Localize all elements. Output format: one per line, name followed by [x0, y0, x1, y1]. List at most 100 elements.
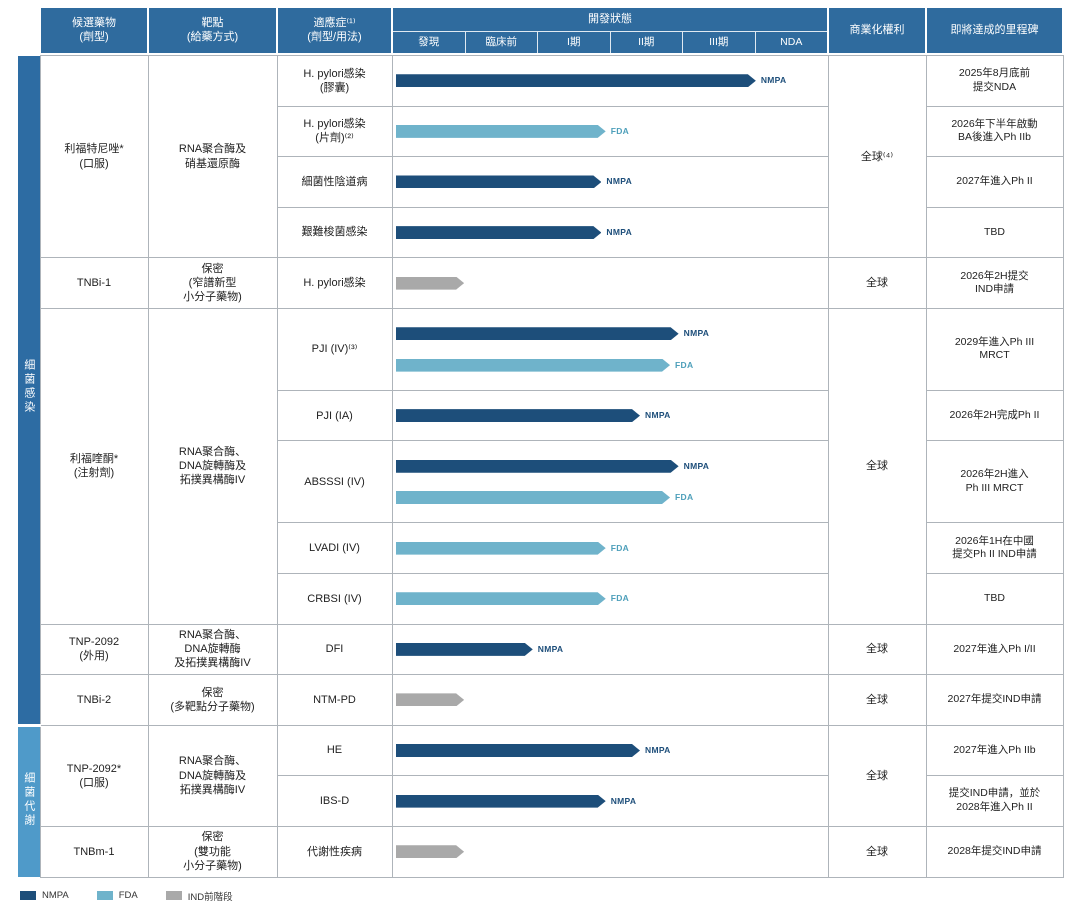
milestone-cell: 2026年2H提交 IND申請 — [925, 257, 1064, 309]
drug-cell: TNBi-2 — [39, 674, 149, 726]
table-row: 艱難梭菌感染 NMPA TBD — [18, 206, 1064, 259]
table-row: TNP-2092 (外用) RNA聚合酶、 DNA旋轉酶 及拓撲異構酶IV DF… — [18, 623, 1064, 676]
indication-cell: PJI (IA) — [276, 389, 393, 442]
legend-label-nmpa: NMPA — [42, 890, 69, 901]
legend-swatch-nmpa — [20, 891, 36, 900]
header-status-title: 開發狀態 — [393, 8, 827, 33]
target-cell: RNA聚合酶、 DNA旋轉酶及 拓撲異構酶IV — [147, 724, 278, 827]
pipeline-bar: FDA — [396, 592, 825, 605]
header-candidate-box: 候選藥物 (劑型) — [41, 8, 147, 53]
drug-cell: TNP-2092* (口服) — [39, 724, 149, 827]
table-row: LVADI (IV) FDA 2026年1H在中國 提交Ph II IND申請 — [18, 522, 1064, 574]
drug-cell: 利福喹酮* (注射劑) — [39, 307, 149, 625]
table-row: 細菌代謝 TNP-2092* (口服) RNA聚合酶、 DNA旋轉酶及 拓撲異構… — [18, 723, 1064, 877]
header-row: 候選藥物 (劑型) 靶點 (給藥方式) 適應症⁽¹⁾ (劑型/用法) 開發狀態 … — [18, 8, 1063, 56]
bar-shape — [396, 693, 465, 706]
rights-cell: 全球 — [827, 825, 927, 878]
agency-label: NMPA — [606, 176, 633, 187]
milestone-cell: 2028年提交IND申請 — [925, 825, 1064, 878]
bar-shape — [396, 643, 533, 656]
agency-label: NMPA — [645, 410, 671, 421]
target-cell: RNA聚合酶、 DNA旋轉酶 及拓撲異構酶IV — [147, 623, 278, 676]
pipeline-bar: NMPA — [396, 327, 825, 340]
pipeline-bar: NMPA — [396, 226, 825, 239]
milestone-cell: 2027年提交IND申請 — [925, 674, 1064, 726]
legend-swatch-pre-ind — [165, 891, 182, 900]
bar-shape — [396, 542, 606, 555]
status-cell: NMPA — [391, 724, 829, 777]
status-cell: FDA — [391, 572, 829, 625]
stage-label-preclinical: 臨床前 — [464, 32, 538, 53]
agency-label: NMPA — [760, 75, 787, 86]
agency-label: NMPA — [645, 744, 671, 755]
drug-cell: TNBm-1 — [39, 825, 149, 878]
milestone-cell: TBD — [925, 206, 1064, 259]
bar-shape — [396, 359, 671, 372]
indication-cell: IBS-D — [276, 775, 393, 827]
agency-label: FDA — [675, 359, 694, 370]
category-label: 細菌代謝 — [22, 771, 35, 828]
pipeline-bar — [396, 277, 825, 290]
header-indication-box: 適應症⁽¹⁾ (劑型/用法) — [278, 8, 391, 53]
pipeline-bar: NMPA — [396, 795, 825, 808]
table-row: TNBi-1 保密 (窄譜新型 小分子藥物) H. pylori感染 全球 20… — [18, 257, 1064, 309]
status-cell: NMPA — [391, 623, 829, 676]
status-cell: NMPA — [391, 389, 829, 442]
rights-cell: 全球 — [827, 724, 927, 827]
table-row: 細菌性陰道病 NMPA 2027年進入Ph II — [18, 156, 1064, 208]
stage-label-phase2: II期 — [609, 32, 683, 53]
table-row: ABSSSI (IV) NMPA FDA 2026年2H進入 Ph III MR… — [18, 440, 1064, 524]
bar-shape — [396, 125, 606, 138]
table-row: TNBm-1 保密 (雙功能 小分子藥物) 代謝性疾病 全球 2028年提交IN… — [18, 825, 1064, 878]
pipeline-bar: NMPA — [396, 175, 825, 188]
indication-cell: DFI — [276, 623, 393, 676]
bar-shape — [396, 226, 602, 239]
rights-cell: 全球⁽⁴⁾ — [827, 54, 927, 259]
pipeline-bar: FDA — [396, 491, 825, 504]
pipeline-bar: NMPA — [396, 74, 825, 87]
pipeline-bar: NMPA — [396, 460, 825, 473]
rights-cell: 全球 — [827, 623, 927, 676]
pipeline-bar: FDA — [396, 542, 825, 555]
bar-shape — [396, 277, 465, 290]
status-cell — [391, 825, 829, 878]
table-row: CRBSI (IV) FDA TBD — [18, 572, 1064, 625]
drug-cell: 利福特尼唑* (口服) — [39, 54, 149, 259]
header-status-box: 開發狀態 發現 臨床前 I期 II期 III期 NDA — [393, 8, 827, 53]
indication-cell: H. pylori感染 (膠囊) — [276, 55, 393, 107]
header-milestone-box: 即將達成的里程碑 — [927, 8, 1062, 53]
table-row: TNBi-2 保密 (多靶點分子藥物) NTM-PD 全球 2027年提交IND… — [18, 674, 1064, 726]
legend-item-pre-ind: IND前階段 — [165, 889, 233, 903]
milestone-cell: 2027年進入Ph IIb — [925, 724, 1064, 777]
stage-header-row: 發現 臨床前 I期 II期 III期 NDA — [393, 32, 827, 53]
target-cell: RNA聚合酶及 硝基還原酶 — [147, 54, 278, 259]
rights-cell: 全球 — [827, 674, 927, 726]
milestone-cell: 提交IND申請，並於 2028年進入Ph II — [925, 775, 1064, 827]
indication-cell: PJI (IV)⁽³⁾ — [276, 307, 393, 391]
pipeline-bar — [396, 845, 825, 858]
rights-cell: 全球 — [827, 307, 927, 625]
status-cell: NMPA FDA — [391, 440, 829, 524]
legend: NMPA FDA IND前階段 — [20, 889, 1063, 903]
indication-cell: H. pylori感染 — [276, 257, 393, 309]
legend-swatch-fda — [96, 891, 113, 900]
header-spacer — [18, 8, 40, 56]
legend-label-pre-ind: IND前階段 — [187, 891, 233, 903]
stage-label-phase1: I期 — [537, 32, 610, 53]
table-row: H. pylori感染 (片劑)⁽²⁾ FDA 2026年下半年啟動 BA後進入… — [18, 105, 1064, 158]
drug-cell: TNP-2092 (外用) — [39, 623, 149, 676]
agency-label: NMPA — [610, 795, 637, 806]
milestone-cell: 2026年下半年啟動 BA後進入Ph IIb — [925, 105, 1064, 158]
pipeline-bar: FDA — [396, 125, 825, 138]
header-target: 靶點 (給藥方式) — [148, 8, 277, 56]
indication-cell: 艱難梭菌感染 — [276, 206, 393, 259]
bar-shape — [396, 491, 671, 504]
target-cell: 保密 (多靶點分子藥物) — [147, 674, 278, 726]
indication-cell: 代謝性疾病 — [276, 825, 393, 878]
pipeline-bar: NMPA — [396, 409, 825, 422]
legend-item-fda: FDA — [96, 890, 138, 901]
agency-label: FDA — [610, 125, 630, 136]
milestone-cell: TBD — [925, 572, 1064, 625]
header-target-box: 靶點 (給藥方式) — [149, 8, 276, 53]
